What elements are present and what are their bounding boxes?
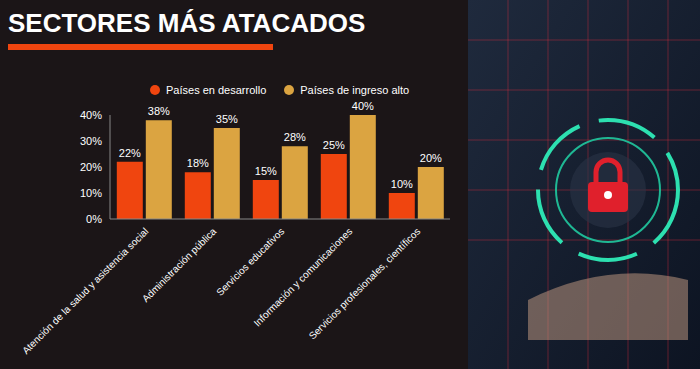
svg-text:0%: 0% [86, 213, 102, 225]
svg-text:Atención de la salud y asisten: Atención de la salud y asistencia social [20, 226, 150, 356]
svg-text:Servicios educativos: Servicios educativos [214, 226, 286, 298]
svg-text:18%: 18% [187, 157, 209, 169]
svg-text:38%: 38% [148, 105, 170, 117]
svg-text:15%: 15% [255, 165, 277, 177]
svg-text:40%: 40% [80, 109, 102, 121]
svg-text:40%: 40% [352, 100, 374, 112]
svg-text:28%: 28% [284, 131, 306, 143]
svg-text:10%: 10% [391, 178, 413, 190]
svg-text:22%: 22% [119, 147, 141, 159]
html-text:Países de ingreso alto: Países de ingreso alto [300, 84, 410, 96]
html-text:SECTORES MÁS ATACADOS: SECTORES MÁS ATACADOS [8, 8, 366, 38]
svg-text:Administración pública: Administración pública [140, 225, 219, 304]
svg-text:25%: 25% [323, 139, 345, 151]
svg-text:10%: 10% [80, 187, 102, 199]
svg-text:30%: 30% [80, 135, 102, 147]
svg-text:35%: 35% [216, 113, 238, 125]
svg-text:20%: 20% [80, 161, 102, 173]
svg-text:Servicios profesionales, cient: Servicios profesionales, científicos [307, 226, 423, 342]
svg-text:20%: 20% [420, 152, 442, 164]
html-text:Países en desarrollo: Países en desarrollo [166, 84, 267, 96]
svg-text:Información y comunicaciones: Información y comunicaciones [251, 225, 355, 329]
